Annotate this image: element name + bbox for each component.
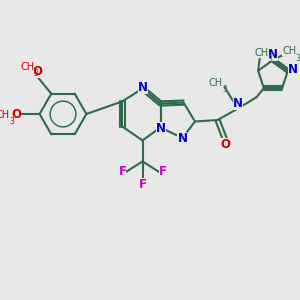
Text: CH: CH (282, 46, 296, 56)
Text: N: N (177, 132, 188, 145)
Text: N: N (233, 97, 243, 110)
Text: N: N (288, 63, 298, 76)
Text: O: O (11, 107, 21, 121)
Text: CH: CH (254, 48, 268, 58)
Text: O: O (33, 65, 43, 78)
Text: 3: 3 (222, 85, 227, 94)
Text: N: N (156, 122, 166, 135)
Text: CH: CH (20, 62, 34, 72)
Text: 3: 3 (268, 55, 273, 64)
Text: 3: 3 (34, 69, 38, 78)
Text: F: F (139, 178, 146, 191)
Text: CH: CH (209, 77, 223, 88)
Text: F: F (159, 165, 167, 178)
Text: 3: 3 (9, 117, 14, 126)
Text: 3: 3 (296, 54, 300, 63)
Text: N: N (268, 48, 278, 61)
Text: F: F (118, 165, 126, 178)
Text: N: N (137, 81, 148, 94)
Text: CH: CH (0, 110, 10, 120)
Text: O: O (220, 138, 230, 152)
